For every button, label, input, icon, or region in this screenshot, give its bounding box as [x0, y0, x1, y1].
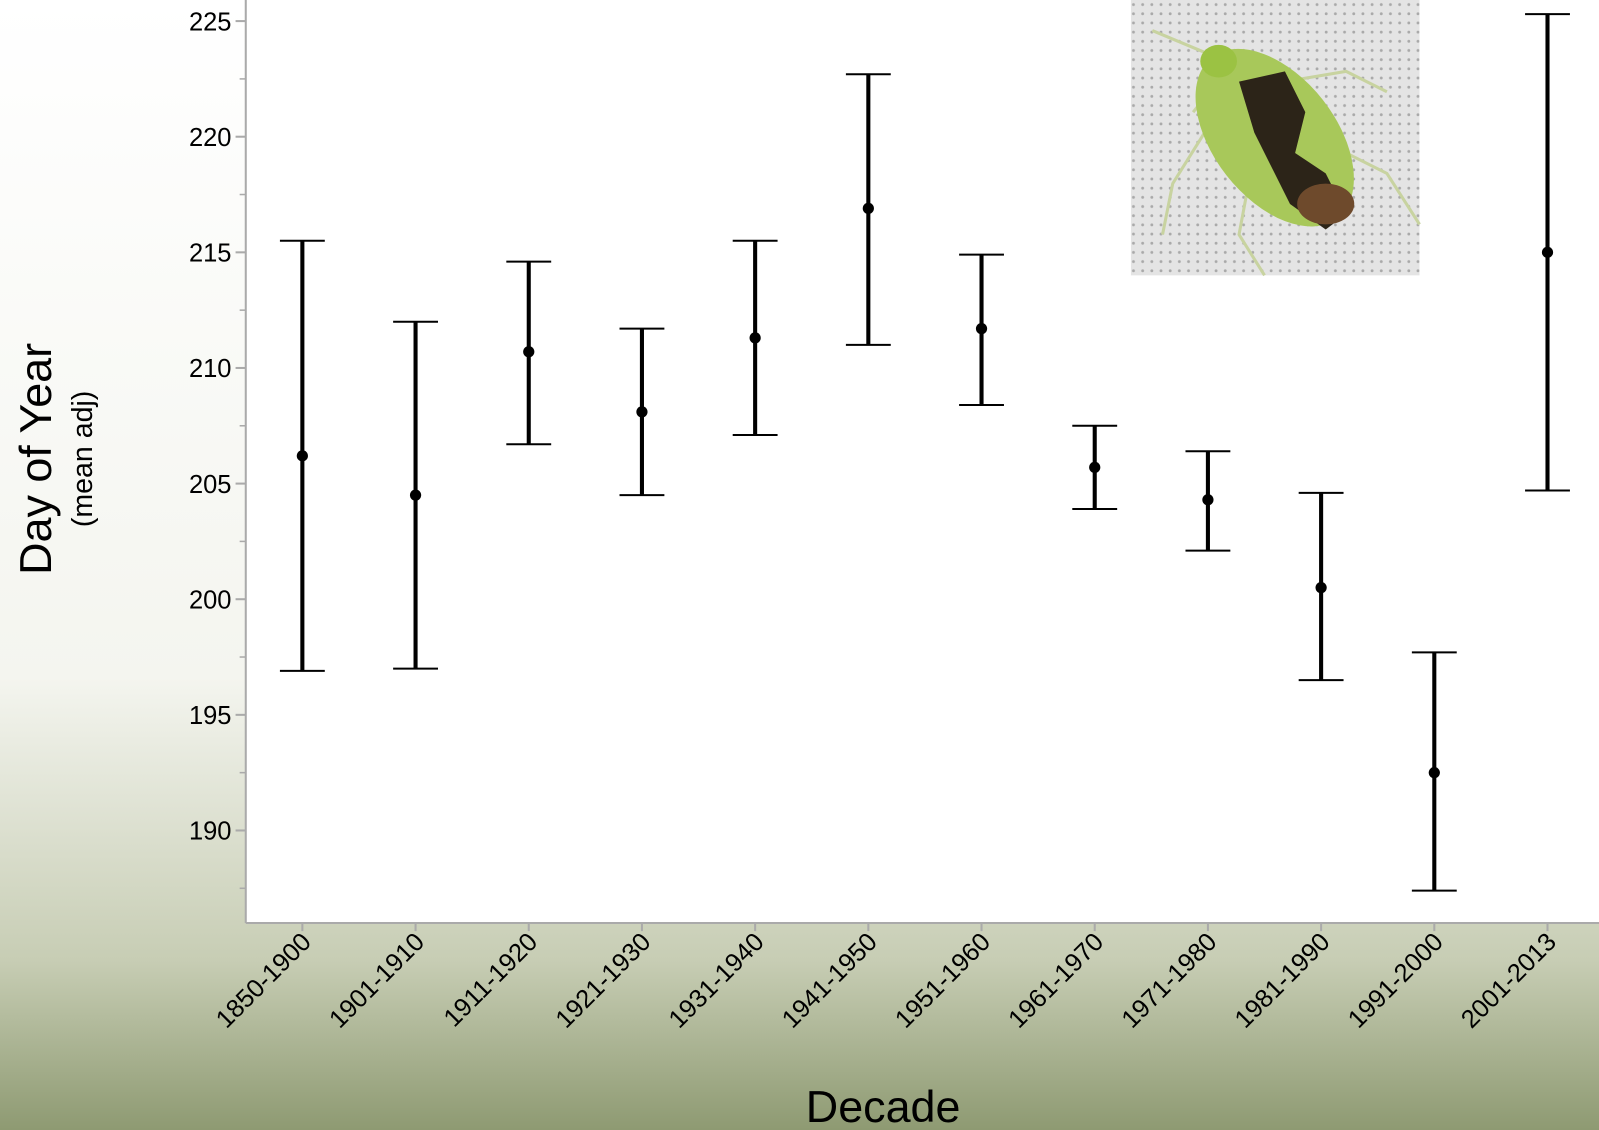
mean-point	[1541, 246, 1554, 258]
mean-point	[409, 489, 422, 501]
y-tick-label: 225	[189, 8, 232, 36]
mean-point	[1428, 767, 1440, 779]
x-axis-label: Decade	[806, 1081, 961, 1130]
mean-point	[975, 323, 988, 335]
mean-point	[296, 450, 308, 462]
mean-point	[749, 332, 761, 344]
y-tick-label: 210	[189, 355, 232, 383]
y-tick-label: 220	[189, 124, 232, 152]
mean-point	[636, 406, 648, 418]
mean-point	[1315, 582, 1327, 594]
insect-photo	[1130, 0, 1421, 277]
y-tick-label: 190	[189, 818, 232, 846]
y-tick-label: 205	[189, 471, 232, 499]
mean-point	[523, 346, 535, 358]
y-tick-label: 215	[189, 240, 232, 268]
mean-point	[1202, 494, 1214, 506]
mean-point	[862, 202, 874, 215]
mean-point	[1089, 461, 1101, 474]
y-tick-label: 200	[189, 586, 232, 614]
y-axis-label: Day of Year	[10, 343, 61, 575]
y-axis-sublabel: (mean adj)	[67, 391, 99, 527]
y-tick-label: 195	[189, 702, 232, 730]
